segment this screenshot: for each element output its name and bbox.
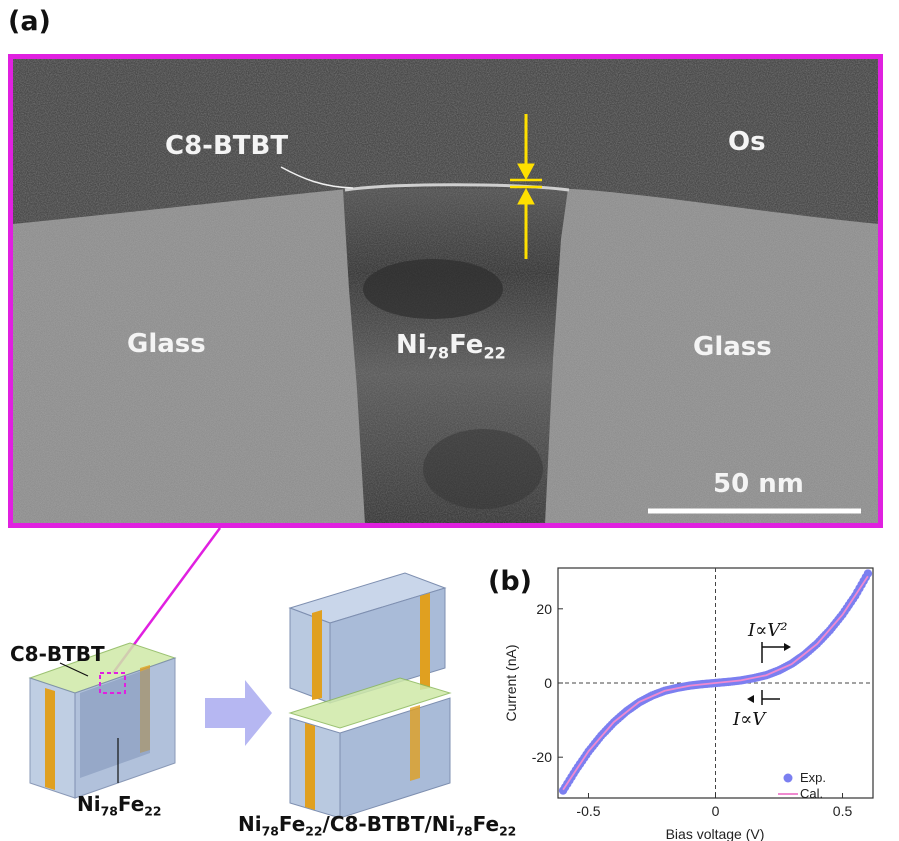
tem-label-nife: Ni78Fe22 [396, 330, 506, 363]
exp-data-point [863, 569, 873, 578]
y-axis-label: Current (nA) [503, 644, 519, 721]
tem-micrograph [13, 59, 878, 523]
tem-label-glass-left: Glass [127, 329, 206, 359]
cal-fit-line [562, 575, 869, 791]
x-tick-label: 0.5 [833, 803, 853, 819]
annotation-quadratic-arrow [761, 642, 791, 663]
c8btbt-callout-line [280, 166, 354, 189]
iv-chart: -0.5 0 0.5 -20 0 20 Bias voltage (V) Current… [503, 567, 874, 841]
y-tick-label: 20 [536, 601, 552, 617]
annotation-linear: I∝V [732, 709, 767, 730]
legend: Exp. Cal. [778, 770, 826, 801]
schematic-label-nife: Ni78Fe22 [77, 792, 162, 819]
tem-label-os: Os [728, 127, 766, 157]
x-tick-label: -0.5 [576, 803, 600, 819]
thickness-marker [510, 114, 542, 259]
legend-marker-exp [783, 773, 793, 783]
tem-label-glass-right: Glass [693, 332, 772, 362]
panel-a-label: (a) [8, 6, 51, 37]
annotation-quadratic: I∝V² [747, 620, 788, 641]
y-tick-label: -20 [532, 749, 552, 765]
c8btbt-layer [344, 183, 570, 192]
schematic-area [28, 528, 452, 819]
c8btbt-pointer-line [59, 662, 89, 677]
y-tick-label: 0 [544, 675, 552, 691]
schematic-label-stack: Ni78Fe22/C8-BTBT/Ni78Fe22 [238, 812, 517, 839]
annotation-linear-arrow [747, 690, 780, 705]
x-tick-label: 0 [712, 803, 720, 819]
x-axis-label: Bias voltage (V) [666, 826, 765, 841]
process-arrow [205, 680, 272, 746]
panel-b-label: (b) [488, 566, 533, 597]
scale-bar-label: 50 nm [713, 469, 804, 499]
schematic-label-c8btbt: C8-BTBT [10, 642, 105, 666]
stacked-junction-device [288, 572, 452, 819]
tem-image-frame: C8-BTBT Os Glass Glass Ni78Fe22 50 nm [8, 54, 883, 528]
tem-label-c8btbt: C8-BTBT [165, 131, 289, 161]
legend-label-cal: Cal. [800, 786, 823, 801]
legend-label-exp: Exp. [800, 770, 826, 785]
zoom-target-box [99, 672, 126, 694]
single-junction-device [28, 642, 177, 799]
